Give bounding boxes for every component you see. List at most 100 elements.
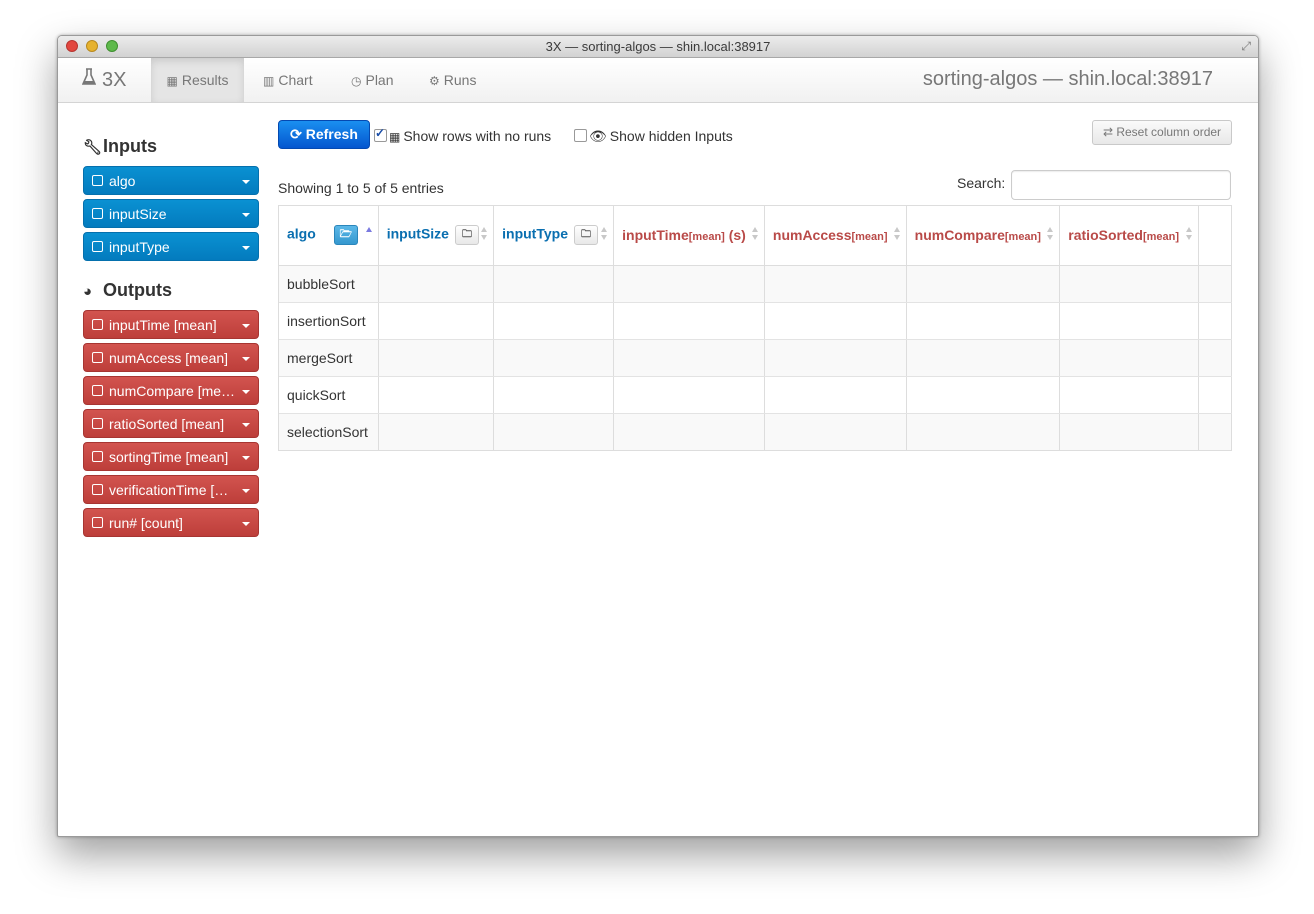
checkbox-icon — [92, 319, 103, 330]
column-name: numCompare — [914, 227, 1005, 244]
column-name: inputTime — [622, 227, 689, 244]
output-variable-numaccess[interactable]: numAccess [mean] — [83, 343, 259, 372]
output-variable-verificationtime[interactable]: verificationTime [mean] — [83, 475, 259, 504]
sort-icon — [601, 227, 608, 243]
column-name: inputSize — [386, 225, 449, 242]
column-aggregate: [mean] — [1004, 231, 1041, 244]
tab-runs[interactable]: ⚙ Runs — [429, 58, 476, 102]
folder-icon[interactable]: 🗀︎ — [573, 225, 598, 246]
folder-icon[interactable]: 🗀︎ — [454, 225, 479, 246]
close-window-button[interactable] — [66, 40, 78, 52]
table-cell — [1198, 302, 1232, 340]
refresh-button[interactable]: ⟳ Refresh — [278, 120, 370, 149]
table-cell — [378, 413, 495, 450]
table-row[interactable]: quickSort — [279, 376, 1232, 414]
table-cell — [613, 265, 765, 303]
column-header-inputsize[interactable]: inputSize 🗀︎ — [378, 206, 495, 266]
caret-down-icon — [242, 390, 250, 394]
sort-icon — [1047, 227, 1054, 243]
table-cell — [764, 413, 907, 450]
search-input[interactable] — [1011, 170, 1231, 200]
column-header-inputtype[interactable]: inputType 🗀︎ — [493, 206, 615, 266]
table-row[interactable]: bubbleSort — [279, 265, 1232, 303]
table-cell — [764, 376, 907, 414]
table-cell — [1198, 265, 1232, 303]
sidebar: 🔧︎Inputs algo inputSize inputType ◕ Outpu… — [83, 136, 259, 541]
reset-column-order-button[interactable]: ⇄ Reset column order — [1092, 120, 1232, 145]
zoom-window-button[interactable] — [106, 40, 118, 52]
bar-chart-icon: ▥ — [263, 74, 275, 88]
checkbox-icon — [92, 352, 103, 363]
flask-icon — [81, 68, 97, 92]
table-cell — [613, 339, 765, 377]
input-variable-inputtype[interactable]: inputType — [83, 232, 259, 261]
caret-down-icon — [242, 324, 250, 328]
output-variable-ratiosorted[interactable]: ratioSorted [mean] — [83, 409, 259, 438]
column-header-ratiosorted[interactable]: ratioSorted[mean] — [1059, 206, 1199, 266]
checkbox-icon — [92, 517, 103, 528]
show-rows-no-runs-checkbox[interactable] — [374, 126, 387, 142]
show-hidden-inputs-label: Show hidden Inputs — [609, 128, 733, 144]
table-cell — [906, 376, 1061, 414]
table-icon: ▦ — [166, 74, 178, 88]
gears-icon: ⚙ — [429, 74, 440, 88]
table-cell — [378, 376, 495, 414]
checkbox-icon — [92, 484, 103, 495]
output-variable-run-count[interactable]: run# [count] — [83, 508, 259, 537]
variable-label: inputTime [mean] — [109, 317, 217, 333]
refresh-icon: ⟳ — [290, 126, 302, 142]
column-unit: (s) — [724, 227, 746, 244]
table-row[interactable]: insertionSort — [279, 302, 1232, 340]
input-variable-algo[interactable]: algo — [83, 166, 259, 195]
output-variable-numcompare[interactable]: numCompare [mean] — [83, 376, 259, 405]
table-cell-algo: selectionSort — [279, 413, 379, 450]
table-cell — [1059, 413, 1199, 450]
column-header-numcompare[interactable]: numCompare[mean] — [906, 206, 1061, 266]
tab-plan-label: Plan — [365, 72, 394, 88]
table-cell — [613, 413, 765, 450]
table-cell — [613, 376, 765, 414]
brand[interactable]: 3X — [81, 68, 127, 92]
caret-down-icon — [242, 180, 250, 184]
show-rows-no-runs-toggle[interactable]: ▦Show rows with no runs — [374, 126, 551, 144]
table-row[interactable]: selectionSort — [279, 413, 1232, 450]
table-cell — [906, 339, 1061, 377]
column-name: ratioSorted — [1068, 227, 1143, 244]
table-cell — [764, 302, 907, 340]
app-window: 3X — sorting-algos — shin.local:38917 ⤢ … — [57, 35, 1259, 837]
column-header-numaccess[interactable]: numAccess[mean] — [764, 206, 907, 266]
table-cell — [1198, 376, 1232, 414]
clock-icon: ◷ — [351, 74, 362, 88]
tab-results[interactable]: ▦ Results — [151, 58, 244, 102]
tab-plan[interactable]: ◷ Plan — [351, 58, 394, 102]
table-cell — [493, 302, 615, 340]
table-info: Showing 1 to 5 of 5 entries — [278, 180, 444, 196]
column-header-algo[interactable]: algo 🗁︎ — [279, 206, 379, 266]
table-cell — [1198, 413, 1232, 450]
output-variable-sortingtime[interactable]: sortingTime [mean] — [83, 442, 259, 471]
brand-label: 3X — [102, 69, 127, 91]
folder-open-icon[interactable]: 🗁︎ — [333, 225, 358, 246]
minimize-window-button[interactable] — [86, 40, 98, 52]
show-hidden-inputs-toggle[interactable]: 👁︎ Show hidden Inputs — [574, 128, 733, 145]
checkbox-icon — [92, 175, 103, 186]
table-cell — [906, 413, 1061, 450]
fullscreen-icon[interactable]: ⤢ — [1241, 39, 1251, 53]
outputs-title: Outputs — [103, 280, 172, 300]
column-header-inputtime[interactable]: inputTime[mean] (s) — [613, 206, 765, 266]
table-cell — [493, 413, 615, 450]
tab-runs-label: Runs — [443, 72, 477, 88]
tab-chart[interactable]: ▥ Chart — [263, 58, 313, 102]
checkbox-icon — [92, 451, 103, 462]
table-cell-algo: mergeSort — [279, 339, 379, 377]
table-cell — [1059, 265, 1199, 303]
input-variable-inputsize[interactable]: inputSize — [83, 199, 259, 228]
table-row[interactable]: mergeSort — [279, 339, 1232, 377]
variable-label: numCompare [mean] — [109, 383, 241, 399]
checkbox-icon — [92, 241, 103, 252]
reset-column-order-label: Reset column order — [1116, 125, 1222, 139]
table-cell-algo: insertionSort — [279, 302, 379, 340]
show-hidden-inputs-checkbox[interactable] — [574, 129, 587, 142]
output-variable-inputtime[interactable]: inputTime [mean] — [83, 310, 259, 339]
sort-icon — [893, 227, 900, 243]
